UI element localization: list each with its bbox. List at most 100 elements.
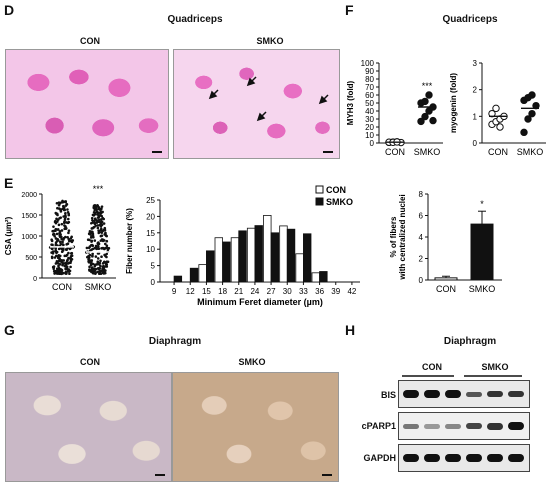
- y-axis-title: Fiber number (%): [125, 208, 134, 274]
- data-point: [91, 218, 94, 222]
- significance-mark: *: [480, 199, 484, 209]
- data-point: [90, 221, 93, 225]
- panel-f-title: Quadriceps: [442, 14, 498, 25]
- data-point: [100, 205, 104, 208]
- data-point: [55, 272, 59, 275]
- y-tick-label: 0: [419, 276, 424, 285]
- data-point: [54, 269, 58, 273]
- data-point: [50, 255, 54, 259]
- data-point: [55, 212, 58, 216]
- x-tick-label: 15: [202, 287, 211, 296]
- histogram-bar: [270, 232, 280, 283]
- data-point: [58, 240, 62, 244]
- blot-band: [487, 454, 503, 462]
- histogram-bar: [222, 241, 231, 283]
- y-axis-title: myogenin (fold): [449, 73, 458, 133]
- data-point: [70, 240, 74, 244]
- data-point: [105, 264, 108, 268]
- data-point: [59, 242, 63, 246]
- data-point: [93, 246, 97, 250]
- data-point: [102, 260, 106, 264]
- data-point: [64, 227, 68, 231]
- data-point: [66, 217, 70, 221]
- blot-band: [487, 423, 503, 430]
- data-point: [97, 267, 100, 271]
- data-point: [57, 247, 61, 251]
- data-point: [65, 254, 68, 258]
- data-point: [85, 246, 89, 250]
- y-tick-label: 30: [365, 115, 374, 124]
- data-point: [421, 97, 429, 106]
- group-underlines: [402, 375, 522, 377]
- data-point: [60, 269, 64, 273]
- x-tick-label: CON: [385, 147, 405, 157]
- data-point: [95, 221, 99, 224]
- panel-g-title: Diaphragm: [148, 336, 202, 347]
- x-tick-label: 21: [234, 287, 243, 296]
- data-point: [60, 250, 64, 254]
- data-point: [61, 243, 65, 246]
- data-point: [70, 254, 74, 258]
- data-point: [60, 260, 63, 264]
- scale-bar: [323, 151, 333, 153]
- data-point: [54, 262, 58, 265]
- blot-band: [508, 422, 524, 430]
- y-tick-label: 0: [33, 276, 37, 283]
- panel-h-title: Diaphragm: [443, 336, 497, 347]
- y-tick-label: 0: [370, 139, 375, 148]
- y-tick-label: 2000: [21, 192, 37, 199]
- data-point: [90, 267, 94, 271]
- y-tick-label: 60: [365, 91, 374, 100]
- data-point: [58, 231, 62, 235]
- panel-g-con-label: CON: [80, 357, 100, 367]
- panel-d-smko-label: SMKO: [256, 36, 284, 46]
- y-tick-label: 500: [25, 255, 37, 262]
- y-tick-label: 6: [419, 212, 424, 221]
- data-point: [67, 251, 70, 255]
- data-point: [91, 233, 95, 237]
- data-point: [64, 215, 67, 219]
- data-point: [66, 270, 70, 273]
- data-point: [67, 229, 71, 232]
- data-point: [100, 255, 103, 258]
- bar: [434, 277, 458, 281]
- y-tick-label: 0: [151, 278, 156, 287]
- histogram-bar: [279, 225, 288, 283]
- data-point: [98, 269, 102, 273]
- data-point: [53, 272, 56, 275]
- data-point: [93, 239, 97, 242]
- data-point: [51, 229, 54, 233]
- histogram-bar: [295, 253, 304, 283]
- data-point: [91, 244, 95, 248]
- y-tick-label: 1: [473, 112, 478, 121]
- blot-band: [466, 454, 482, 462]
- blot-band: [424, 454, 440, 462]
- y-axis-title: with centralized nuclei: [398, 194, 407, 280]
- data-point: [58, 208, 62, 211]
- data-point: [99, 209, 102, 212]
- legend-swatch: [315, 197, 324, 206]
- data-point: [103, 228, 107, 232]
- histogram-bar: [254, 225, 263, 283]
- data-point: [64, 225, 67, 228]
- data-point: [91, 254, 94, 257]
- data-point: [99, 214, 102, 217]
- data-point: [65, 272, 68, 275]
- data-point: [62, 206, 66, 209]
- blot-band: [424, 390, 440, 398]
- blot-row-label: cPARP1: [361, 421, 396, 431]
- con-ihc-micrograph: [5, 372, 172, 482]
- x-tick-label: 33: [299, 287, 308, 296]
- y-tick-label: 5: [151, 262, 156, 271]
- y-tick-label: 3: [473, 59, 478, 68]
- data-point: [93, 217, 97, 220]
- data-point: [51, 247, 54, 251]
- histogram-bar: [246, 227, 256, 283]
- data-point: [421, 112, 429, 121]
- data-point: [67, 238, 71, 241]
- y-tick-label: 2: [419, 255, 424, 264]
- data-point: [104, 269, 107, 272]
- histogram-bar: [189, 267, 199, 283]
- y-tick-label: 50: [365, 99, 374, 108]
- data-point: [91, 262, 95, 266]
